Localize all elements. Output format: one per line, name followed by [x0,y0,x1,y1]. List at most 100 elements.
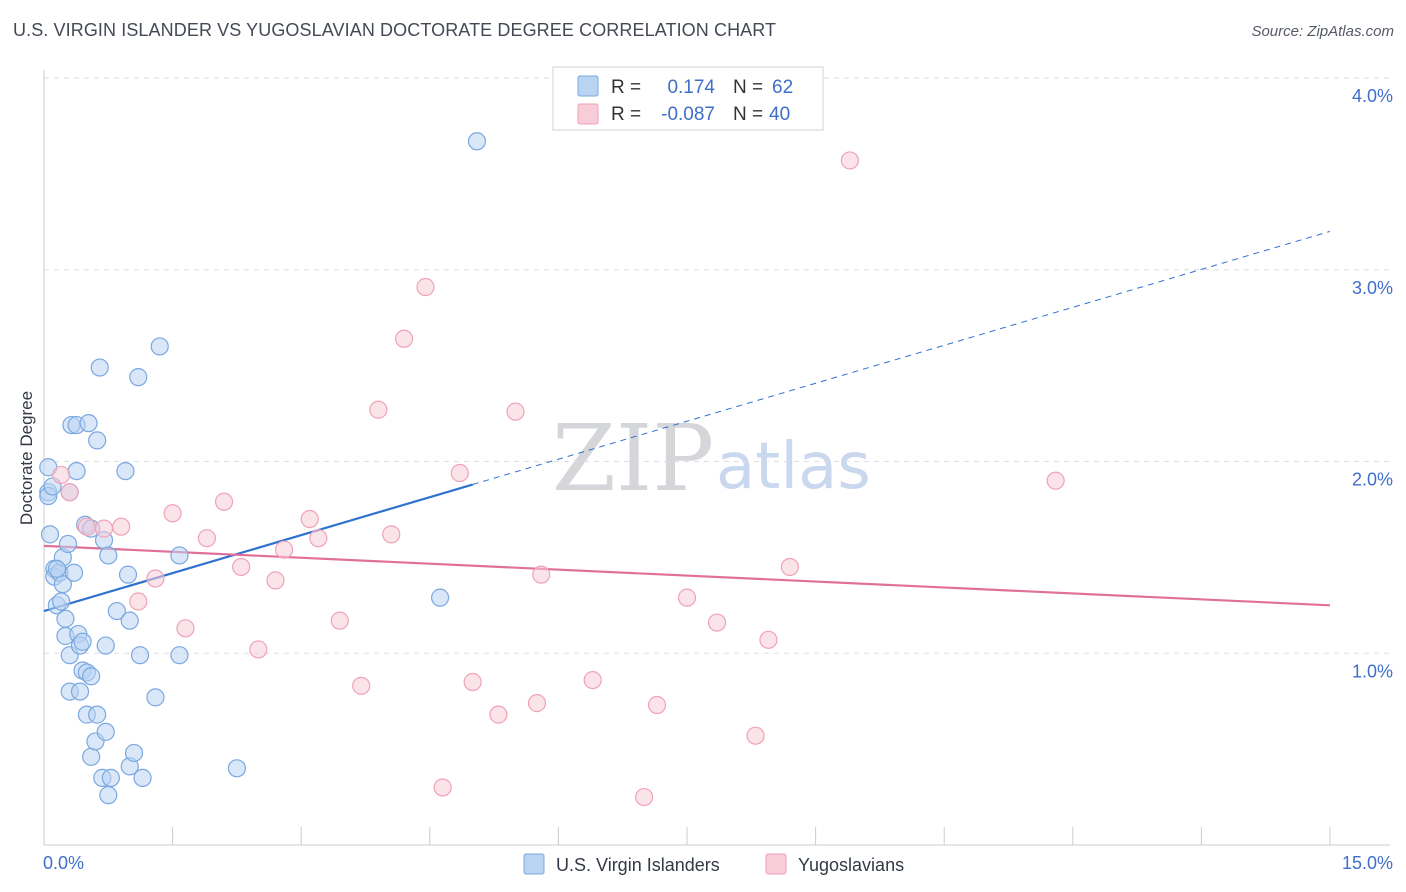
y-tick-label: 1.0% [1352,661,1393,681]
pink-data-point [274,540,294,559]
pink-data-point [450,463,469,483]
x-tick-label: 15.0% [1342,853,1393,873]
pink-data-point [163,504,182,523]
blue-data-point [73,632,92,651]
blue-data-point [170,546,189,565]
pink-data-point [300,509,319,529]
blue-data-point [99,786,118,805]
pink-data-point [309,529,328,548]
pink-data-point [840,151,859,170]
blue-data-point [467,132,487,151]
blue-data-point [150,337,169,356]
pink-data-point [532,565,551,584]
blue-data-point [118,565,138,584]
legend-swatch-pink [765,853,787,875]
pink-data-point [369,400,388,419]
pink-data-point [214,492,234,511]
blue-data-point [52,592,71,611]
legend-label-virgin-islanders: U.S. Virgin Islanders [556,855,720,875]
blue-data-point [47,559,66,578]
blue-data-point [67,461,86,481]
pink-data-point [416,277,435,297]
blue-data-point [120,611,139,630]
pink-data-point [112,517,131,536]
pink-data-point [780,557,799,577]
pink-trend-line [43,544,1331,607]
axes [43,70,1390,846]
legend-n-value: 62 [772,77,793,98]
blue-data-point [56,609,75,628]
grid-lines [44,77,1390,654]
pink-data-point [94,519,114,538]
pink-data-point [249,640,268,659]
blue-data-point [82,747,101,766]
pink-data-point [146,569,165,588]
pink-data-point [52,465,71,485]
blue-data-point [170,646,189,665]
pink-data-point [394,329,414,348]
legend-label-yugoslavians: Yugoslavians [798,855,904,875]
blue-data-point [82,667,101,686]
blue-data-point [124,743,144,763]
legend-r-label: R = [611,77,641,98]
legend-swatch-blue [577,75,599,97]
blue-data-point [129,368,148,387]
blue-trend-line [43,483,473,613]
pink-data-point [266,571,285,590]
blue-data-point [88,431,107,450]
legend-n-label: N = [733,104,763,125]
pink-data-point [707,613,727,632]
pink-data-point [352,676,371,695]
pink-data-point [176,619,195,638]
blue-data-point [146,688,165,707]
blue-data-point [430,588,450,607]
legend-r-label: R = [611,104,641,125]
pink-data-point [60,483,79,502]
blue-data-point [58,534,78,554]
pink-data-point [647,695,667,715]
blue-data-point [133,768,152,787]
pink-data-point [129,592,148,611]
y-tick-label: 4.0% [1352,86,1393,106]
legend-swatch-blue [523,853,545,875]
legend-r-value: 0.174 [667,77,715,98]
pink-data-point [77,517,96,536]
legend-n-value: 40 [769,104,790,125]
watermark-atlas: atlas [716,430,871,504]
pink-data-point [677,588,697,607]
blue-data-point [107,601,126,621]
blue-data-point [130,646,150,665]
blue-data-point [79,414,98,433]
pink-data-point [583,670,602,690]
blue-data-point [90,358,109,377]
pink-data-point [489,705,508,724]
pink-data-point [330,611,349,630]
blue-data-point [116,461,135,481]
blue-data-point [96,722,115,741]
blue-data-point [88,705,107,724]
legend-top: R = 0.174 N = 62 R = -0.087 N = 40 [552,66,824,131]
blue-data-point [70,682,90,701]
pink-data-point [463,672,482,692]
blue-data-point [99,546,118,565]
pink-data-point [1046,471,1065,490]
pink-data-point [746,726,765,745]
pink-data-point [433,778,452,797]
pink-data-point [506,402,525,421]
legend-bottom: U.S. Virgin Islanders Yugoslavians [523,853,904,875]
pink-data-point [232,557,251,577]
legend-n-label: N = [733,77,763,98]
y-axis-title: Doctorate Degree [17,391,36,525]
x-tick-label: 0.0% [43,853,84,873]
watermark: ZIP atlas [552,405,871,512]
data-points [39,132,1065,807]
blue-data-point [101,768,120,787]
pink-data-point [197,529,216,548]
blue-data-point [64,563,84,582]
pink-data-point [635,787,654,807]
chart-source: Source: ZipAtlas.com [1251,23,1394,40]
y-tick-label: 3.0% [1352,278,1393,298]
pink-data-point [382,525,401,544]
tick-labels: 1.0% 2.0% 3.0% 4.0% 0.0% 15.0% [43,86,1393,873]
blue-data-point [96,636,115,655]
